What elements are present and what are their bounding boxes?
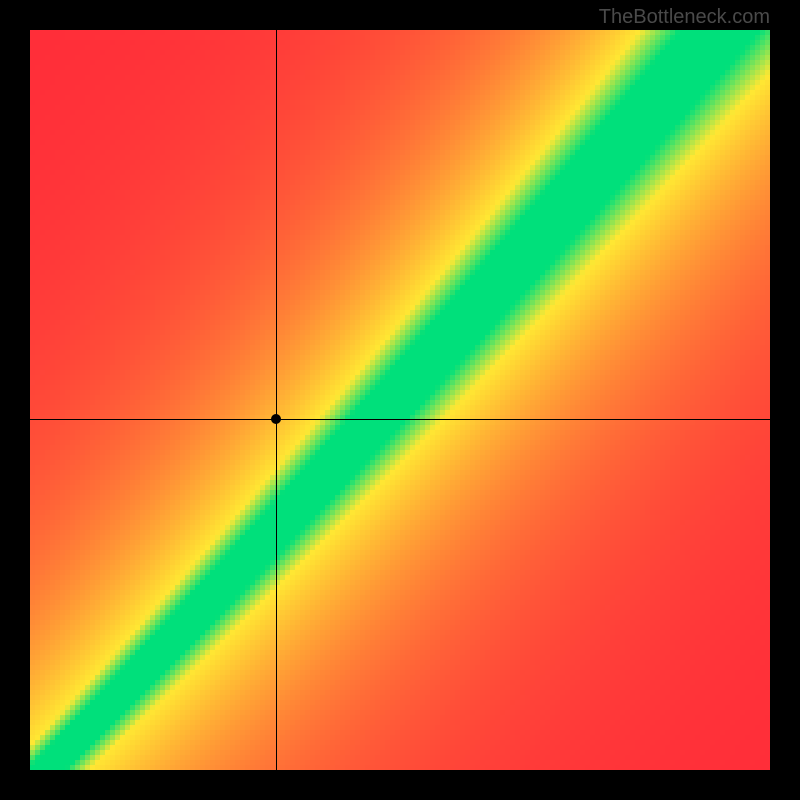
data-point-marker <box>271 414 281 424</box>
watermark-text: TheBottleneck.com <box>599 6 770 29</box>
crosshair-vertical <box>276 30 277 770</box>
heatmap-canvas <box>30 30 770 770</box>
plot-area <box>30 30 770 770</box>
crosshair-horizontal <box>30 419 770 420</box>
